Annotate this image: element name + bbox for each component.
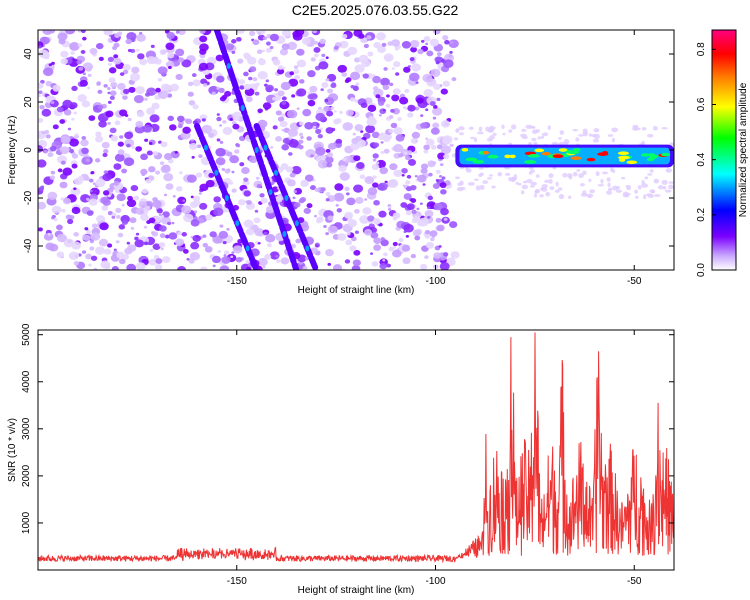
- y-tick-label: 2000: [21, 464, 32, 487]
- y-tick-label: 20: [23, 96, 34, 108]
- chart-title: C2E5.2025.076.03.55.G22: [291, 2, 459, 18]
- colorbar-tick-label: 0.2: [696, 207, 707, 221]
- y-tick-label: 1000: [21, 511, 32, 534]
- colorbar-gradient: [711, 29, 737, 271]
- y-tick-label: 3000: [21, 417, 32, 440]
- x-tick-label: -100: [425, 276, 445, 287]
- y-tick-label: 4000: [21, 370, 32, 393]
- spectrogram-x-ticks: -150 -100 -50: [227, 30, 642, 287]
- snr-series-line: [38, 332, 674, 564]
- x-tick-label: -150: [227, 276, 247, 287]
- x-tick-label: -50: [627, 276, 642, 287]
- y-tick-label: 40: [23, 48, 34, 60]
- colorbar-tick-label: 0.6: [696, 97, 707, 111]
- colorbar-tick-label: 0.0: [696, 263, 707, 277]
- x-tick-label: -150: [227, 576, 247, 587]
- snr-x-axis-label: Height of straight line (km): [298, 585, 415, 596]
- snr-frame: [37, 329, 675, 571]
- spectrogram-y-axis-label: Frequency (Hz): [7, 116, 18, 185]
- spectrogram-x-axis-label: Height of straight line (km): [298, 285, 415, 296]
- spectrogram-panel: -150 -100 -50 -40 -20 0 20 40 Height of straig…: [7, 29, 675, 296]
- colorbar-tick-label: 0.4: [696, 152, 707, 166]
- x-tick-label: -100: [425, 576, 445, 587]
- colorbar-label: Normalized spectral amplitude: [738, 82, 749, 217]
- x-tick-label: -50: [627, 576, 642, 587]
- snr-panel: -150 -100 -50 1000 2000 3000 4000 5000 Height …: [7, 323, 675, 596]
- colorbar-tick-label: 0.8: [696, 42, 707, 56]
- colorbar: 0.0 0.2 0.4 0.6 0.8 Normalized spectral ampl…: [696, 29, 749, 277]
- y-tick-label: -20: [23, 190, 34, 205]
- spectrogram-y-ticks: -40 -20 0 20 40: [23, 48, 674, 253]
- spectrogram-noise-field: [38, 30, 674, 270]
- y-tick-label: 5000: [21, 323, 32, 346]
- spectrogram-features: [194, 30, 674, 270]
- snr-x-ticks: -150 -100 -50: [227, 330, 642, 587]
- colorbar-ticks: 0.0 0.2 0.4 0.6 0.8: [696, 42, 716, 277]
- y-tick-label: -40: [23, 238, 34, 253]
- y-tick-label: 0: [23, 147, 34, 153]
- snr-y-ticks: 1000 2000 3000 4000 5000: [21, 323, 674, 534]
- snr-y-axis-label: SNR (10 * v/v): [7, 418, 18, 482]
